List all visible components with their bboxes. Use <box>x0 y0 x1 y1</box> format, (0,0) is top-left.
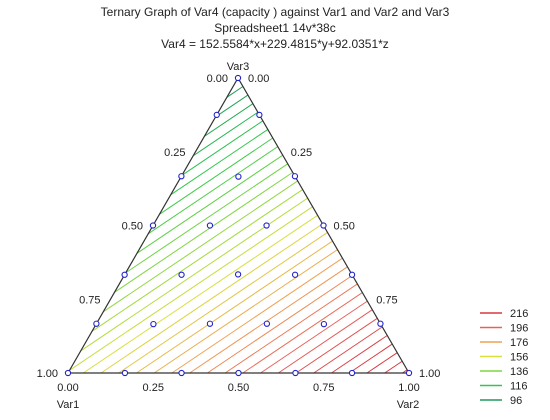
tick-label-right: 0.25 <box>291 147 312 159</box>
tick-label-right: 0.50 <box>334 221 355 233</box>
data-point <box>235 173 242 180</box>
data-point <box>64 369 72 377</box>
data-point <box>178 271 185 278</box>
contour-line <box>80 197 308 352</box>
legend-label: 116 <box>510 381 528 393</box>
tick-label-right: 0.00 <box>248 73 269 85</box>
data-point <box>206 222 214 229</box>
legend-label: 176 <box>510 337 528 349</box>
legend-label: 96 <box>510 395 522 407</box>
tick-label-left: 0.75 <box>79 294 100 306</box>
legend: 216 196 176 156 136 116 96 <box>480 308 528 407</box>
contour-line <box>215 94 249 118</box>
data-point <box>292 369 299 377</box>
data-point <box>263 320 271 327</box>
data-point <box>348 369 356 377</box>
contour-line <box>260 300 368 374</box>
axis-label-var3: Var3 <box>227 61 249 73</box>
contour-line <box>313 326 383 374</box>
data-point <box>320 320 328 328</box>
contour-line <box>114 171 293 293</box>
data-point <box>234 271 242 278</box>
data-point <box>213 111 220 119</box>
data-point <box>320 222 327 229</box>
chart-title-block: Ternary Graph of Var4 (capacity ) agains… <box>0 4 550 52</box>
tick-label-right: 1.00 <box>419 368 440 380</box>
legend-label: 196 <box>510 323 528 335</box>
contour-line <box>204 103 254 137</box>
contour-line <box>125 163 289 274</box>
data-point <box>377 320 384 327</box>
tick-label-bottom: 0.50 <box>228 382 249 394</box>
contour-line <box>181 120 264 176</box>
contour-line <box>91 189 303 332</box>
contour-line <box>242 292 363 374</box>
chart-title: Ternary Graph of Var4 (capacity ) agains… <box>100 5 450 19</box>
data-point <box>235 369 242 377</box>
axis-label-var1: Var1 <box>57 399 79 411</box>
data-point <box>150 320 157 328</box>
data-point <box>178 369 185 377</box>
contour-line <box>224 283 358 374</box>
contour-line <box>384 360 403 374</box>
chart-subtitle: Spreadsheet1 14v*38c <box>214 21 336 35</box>
contour-line <box>192 111 259 157</box>
data-point <box>256 111 263 119</box>
data-point <box>121 271 128 278</box>
legend-label: 136 <box>510 366 528 378</box>
tick-labels: 0.00 0.00 1.00 0.25 0.25 0.75 0.50 0.50 0.50 0.75… <box>37 73 441 394</box>
contour-line <box>295 317 378 374</box>
data-point <box>263 222 270 229</box>
tick-label-left: 0.50 <box>122 221 143 233</box>
contour-line <box>136 154 284 254</box>
data-point <box>93 320 100 327</box>
tick-label-left: 0.25 <box>164 147 185 159</box>
data-point <box>234 74 242 82</box>
contour-line <box>69 206 313 371</box>
axis-label-var2: Var2 <box>397 399 419 411</box>
contour-line <box>159 137 274 215</box>
contour-line <box>82 214 318 374</box>
tick-label-bottom: 0.25 <box>143 382 164 394</box>
data-point <box>149 222 157 229</box>
data-point <box>178 173 185 180</box>
contour-line <box>189 266 348 374</box>
contour-line <box>102 180 298 313</box>
chart-equation: Var4 = 152.5584*x+229.4815*y+92.0351*z <box>161 37 389 51</box>
contour-line <box>118 232 328 374</box>
data-point <box>121 369 129 377</box>
data-point <box>348 271 356 278</box>
data-point <box>405 369 413 377</box>
data-point <box>291 271 299 278</box>
tick-label-right: 0.75 <box>376 294 397 306</box>
tick-label-bottom: 0.75 <box>313 382 334 394</box>
contour-line <box>147 146 279 235</box>
contour-line <box>226 86 244 98</box>
legend-label: 216 <box>510 308 528 320</box>
tick-label-bottom: 0.00 <box>57 382 78 394</box>
contour-line <box>366 352 398 374</box>
contour-line <box>331 335 388 374</box>
data-point <box>291 173 299 180</box>
tick-label-left: 1.00 <box>37 368 58 380</box>
contour-line <box>100 223 323 374</box>
contour-line <box>136 240 333 374</box>
contour-line <box>207 274 353 374</box>
data-points <box>64 74 413 377</box>
legend-label: 156 <box>510 352 528 364</box>
contour-line <box>170 129 269 196</box>
contour-line <box>171 257 343 374</box>
tick-label-left: 0.00 <box>207 73 228 85</box>
contour-line <box>153 249 338 374</box>
data-point <box>206 320 214 327</box>
contour-lines <box>69 86 408 374</box>
contour-line <box>348 343 393 374</box>
contour-line <box>278 309 373 374</box>
tick-label-bottom: 1.00 <box>398 382 419 394</box>
